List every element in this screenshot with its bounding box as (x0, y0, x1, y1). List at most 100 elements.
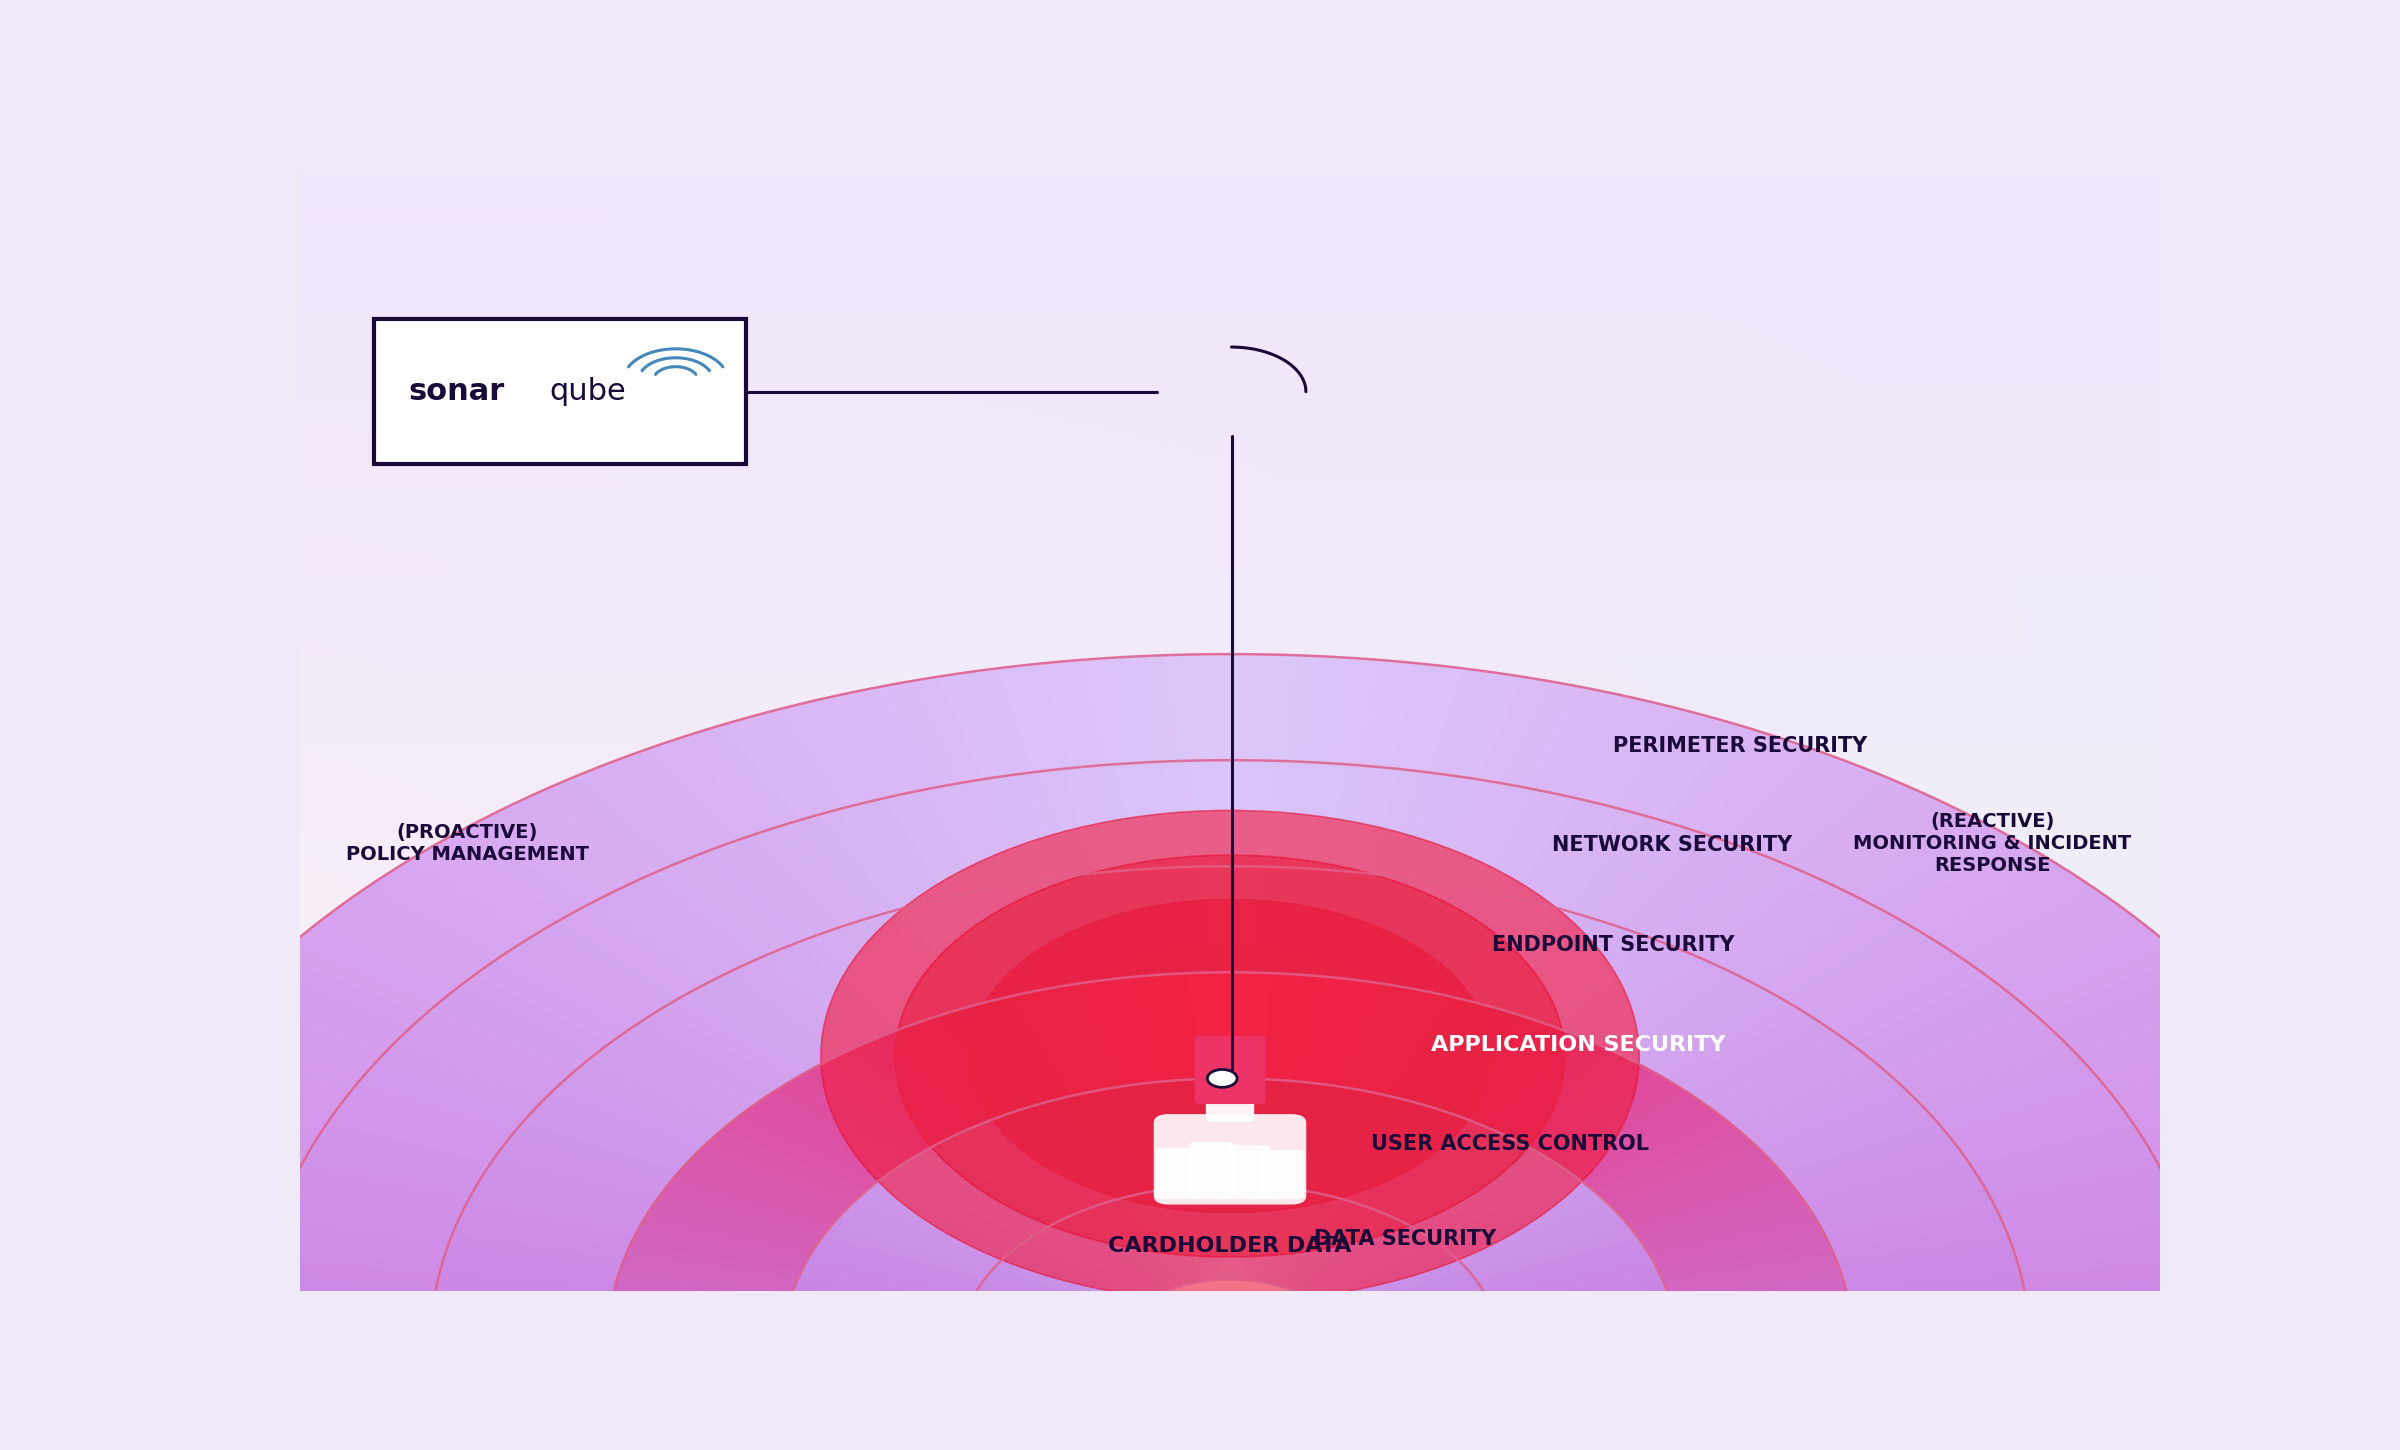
Polygon shape (1368, 1116, 1464, 1208)
Polygon shape (1008, 1253, 1140, 1308)
Polygon shape (1250, 1079, 1270, 1185)
Polygon shape (1318, 657, 1344, 763)
Polygon shape (1330, 1272, 1471, 1315)
Polygon shape (1538, 1076, 1666, 1154)
Polygon shape (1114, 1199, 1183, 1286)
Polygon shape (1721, 1051, 1867, 1119)
Polygon shape (970, 1302, 1123, 1330)
Polygon shape (2030, 1334, 2206, 1341)
Polygon shape (1793, 780, 1906, 871)
Polygon shape (1442, 782, 1498, 884)
Polygon shape (804, 938, 902, 1030)
Polygon shape (1517, 921, 1606, 1016)
Polygon shape (727, 841, 826, 935)
Polygon shape (1435, 1173, 1574, 1243)
Polygon shape (1824, 1202, 1994, 1238)
Polygon shape (432, 1301, 610, 1315)
Polygon shape (864, 800, 938, 900)
Polygon shape (1018, 1246, 1142, 1305)
Text: USER ACCESS CONTROL: USER ACCESS CONTROL (1370, 1134, 1649, 1154)
Polygon shape (1342, 1344, 1500, 1346)
Polygon shape (1598, 826, 1687, 922)
Polygon shape (1279, 1201, 1351, 1286)
Polygon shape (974, 1295, 1123, 1325)
Polygon shape (1404, 1141, 1522, 1224)
Polygon shape (691, 989, 814, 1070)
Polygon shape (444, 835, 571, 918)
Polygon shape (1159, 867, 1181, 974)
Polygon shape (1718, 1047, 1860, 1116)
Polygon shape (1666, 1269, 1841, 1293)
Polygon shape (1010, 883, 1066, 986)
Polygon shape (1630, 979, 1752, 1063)
Polygon shape (2059, 980, 2215, 1041)
Polygon shape (962, 1322, 1121, 1337)
Polygon shape (298, 932, 446, 1000)
Polygon shape (1291, 1085, 1334, 1189)
Polygon shape (1757, 906, 1882, 989)
Polygon shape (1334, 1293, 1486, 1325)
Polygon shape (2026, 1279, 2201, 1296)
Polygon shape (1248, 1186, 1274, 1280)
Polygon shape (1858, 816, 1980, 902)
Polygon shape (782, 1085, 912, 1160)
Polygon shape (2206, 1338, 2383, 1346)
Polygon shape (1762, 1096, 1918, 1156)
Polygon shape (1675, 1009, 1805, 1086)
Polygon shape (2009, 1212, 2184, 1241)
Polygon shape (1606, 708, 1685, 808)
Polygon shape (799, 1073, 926, 1153)
Polygon shape (2011, 1218, 2184, 1246)
Polygon shape (1289, 1085, 1330, 1189)
Polygon shape (1507, 683, 1570, 786)
Polygon shape (835, 1219, 994, 1272)
Polygon shape (1826, 798, 1944, 886)
Polygon shape (1445, 896, 1514, 996)
Polygon shape (1668, 1276, 1843, 1299)
Polygon shape (1493, 911, 1574, 1009)
Polygon shape (1678, 860, 1786, 951)
Polygon shape (1246, 1186, 1267, 1280)
Polygon shape (1493, 1288, 1666, 1312)
Polygon shape (1464, 1212, 1618, 1267)
Polygon shape (1073, 1214, 1166, 1292)
Polygon shape (1375, 770, 1418, 876)
Polygon shape (979, 1286, 1126, 1322)
Polygon shape (1322, 1256, 1454, 1309)
Polygon shape (1642, 719, 1728, 818)
Polygon shape (276, 1212, 451, 1241)
Polygon shape (965, 1314, 1121, 1334)
Polygon shape (960, 1338, 1118, 1344)
Polygon shape (1296, 1086, 1344, 1190)
Polygon shape (1627, 1176, 1788, 1227)
Polygon shape (542, 927, 672, 1006)
Polygon shape (799, 818, 886, 915)
Polygon shape (1838, 1241, 2011, 1269)
Polygon shape (610, 1311, 785, 1324)
Polygon shape (1673, 1299, 1848, 1315)
Polygon shape (1253, 867, 1267, 973)
Polygon shape (1860, 986, 2006, 1056)
Polygon shape (1094, 1206, 1174, 1289)
Polygon shape (890, 1170, 1027, 1241)
Polygon shape (1488, 1272, 1661, 1302)
Polygon shape (684, 1161, 842, 1217)
Polygon shape (1483, 1256, 1651, 1293)
Polygon shape (1457, 899, 1529, 999)
Polygon shape (1634, 841, 1733, 935)
Polygon shape (1229, 1079, 1231, 1185)
Polygon shape (1822, 1198, 1992, 1234)
Polygon shape (586, 902, 708, 986)
Polygon shape (878, 684, 941, 789)
Polygon shape (1046, 1101, 1121, 1199)
Polygon shape (86, 1251, 262, 1273)
Polygon shape (343, 1096, 506, 1146)
Polygon shape (1670, 857, 1776, 948)
Polygon shape (607, 1343, 785, 1346)
Polygon shape (214, 1012, 374, 1069)
Polygon shape (730, 1119, 876, 1186)
Polygon shape (1022, 1241, 1145, 1304)
Polygon shape (960, 1008, 1042, 1105)
Polygon shape (1481, 1037, 1584, 1125)
Polygon shape (1759, 764, 1865, 857)
